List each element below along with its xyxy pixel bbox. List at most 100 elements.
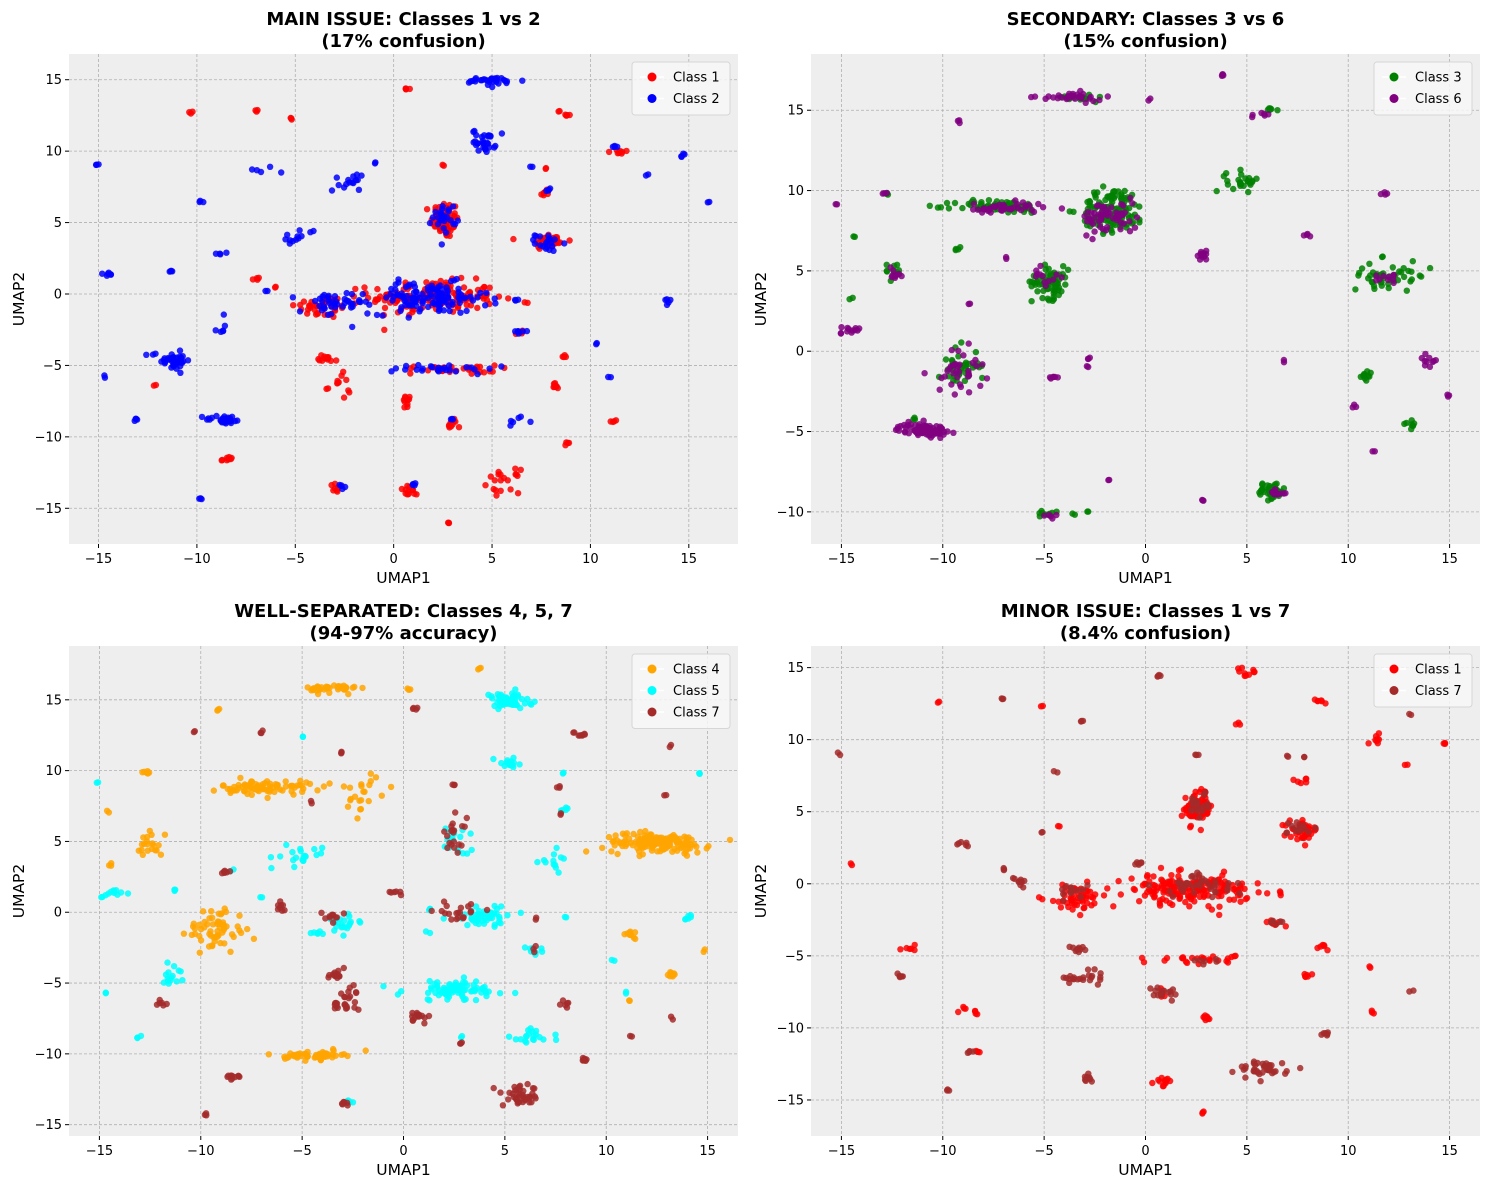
data-point (432, 208, 439, 216)
data-point (1178, 812, 1186, 819)
data-point (255, 787, 262, 795)
y-tick-label: −15 (35, 502, 62, 517)
data-point (1041, 512, 1048, 519)
x-tick-label: −10 (929, 552, 956, 567)
points (832, 71, 1453, 522)
data-point (449, 820, 456, 827)
data-point (493, 76, 500, 84)
legend-marker (647, 707, 657, 717)
data-point (1407, 711, 1415, 719)
data-point (1205, 903, 1212, 910)
legend-label: Class 4 (673, 663, 720, 678)
data-point (486, 365, 493, 372)
data-point (1265, 1067, 1273, 1074)
data-point (1219, 71, 1226, 78)
data-point (1169, 893, 1177, 900)
data-point (972, 348, 980, 356)
chart-subtitle: (94-97% accuracy) (309, 623, 497, 644)
data-point (666, 743, 673, 751)
data-point (144, 847, 151, 854)
y-axis-label: UMAP2 (752, 864, 770, 919)
data-point (406, 302, 413, 309)
y-tick-label: 15 (787, 661, 804, 676)
data-point (334, 488, 341, 495)
data-point (1093, 202, 1101, 210)
x-tick-label: 5 (501, 1144, 509, 1159)
data-point (367, 770, 374, 777)
data-point (1187, 812, 1194, 820)
data-point (1141, 892, 1149, 899)
data-point (407, 370, 414, 377)
data-point (1200, 1013, 1207, 1021)
data-point (298, 782, 305, 789)
data-point (1127, 194, 1134, 202)
data-point (1421, 357, 1428, 365)
data-point (1373, 277, 1380, 284)
data-point (364, 310, 371, 317)
data-point (1367, 964, 1374, 971)
x-tick-label: 5 (488, 552, 496, 567)
data-point (297, 777, 304, 784)
data-point (661, 845, 668, 853)
data-point (341, 1099, 348, 1106)
data-point (612, 832, 619, 839)
data-point (278, 169, 285, 176)
data-point (220, 868, 228, 875)
data-point (964, 843, 971, 850)
data-point (1175, 867, 1183, 874)
data-point (1091, 966, 1098, 973)
data-point (241, 787, 248, 794)
x-tick-label: 10 (1340, 1144, 1357, 1159)
y-tick-label: 5 (796, 805, 804, 820)
x-tick-label: −5 (293, 1144, 312, 1159)
chart-title: SECONDARY: Classes 3 vs 6 (1007, 9, 1285, 30)
data-point (1132, 861, 1139, 868)
data-point (564, 805, 571, 812)
data-point (220, 926, 227, 934)
data-point (338, 1051, 345, 1059)
data-point (897, 422, 904, 430)
data-point (428, 986, 435, 993)
data-point (890, 267, 897, 274)
data-point (934, 204, 942, 211)
data-point (462, 979, 469, 987)
data-point (208, 908, 215, 915)
data-point (426, 219, 434, 227)
data-point (498, 759, 505, 767)
data-point (493, 492, 500, 499)
data-point (1358, 265, 1366, 272)
data-point (943, 199, 951, 207)
data-point (1378, 282, 1386, 289)
data-point (1120, 220, 1128, 227)
data-point (1196, 957, 1203, 964)
data-point (346, 179, 353, 186)
data-point (509, 1090, 516, 1098)
data-point (1160, 889, 1167, 896)
data-point (1172, 991, 1179, 998)
data-point (236, 1073, 243, 1081)
data-point (343, 1003, 350, 1010)
data-point (1216, 903, 1223, 910)
data-point (314, 787, 321, 794)
data-point (1110, 194, 1118, 202)
data-point (1183, 959, 1191, 966)
data-point (1071, 901, 1078, 908)
data-point (1190, 889, 1198, 896)
data-point (354, 176, 361, 184)
data-point (492, 300, 499, 307)
data-point (505, 1033, 513, 1040)
data-point (530, 1033, 537, 1040)
data-point (543, 238, 551, 246)
data-point (1196, 814, 1203, 821)
data-point (838, 324, 845, 331)
x-tick-label: 15 (699, 1144, 716, 1159)
data-point (1128, 875, 1135, 882)
data-point (936, 430, 943, 437)
data-point (1383, 190, 1391, 197)
data-point (362, 1047, 369, 1054)
data-point (1285, 819, 1292, 827)
data-point (687, 912, 694, 919)
data-point (1040, 287, 1047, 294)
data-point (219, 327, 227, 334)
data-point (344, 803, 352, 810)
